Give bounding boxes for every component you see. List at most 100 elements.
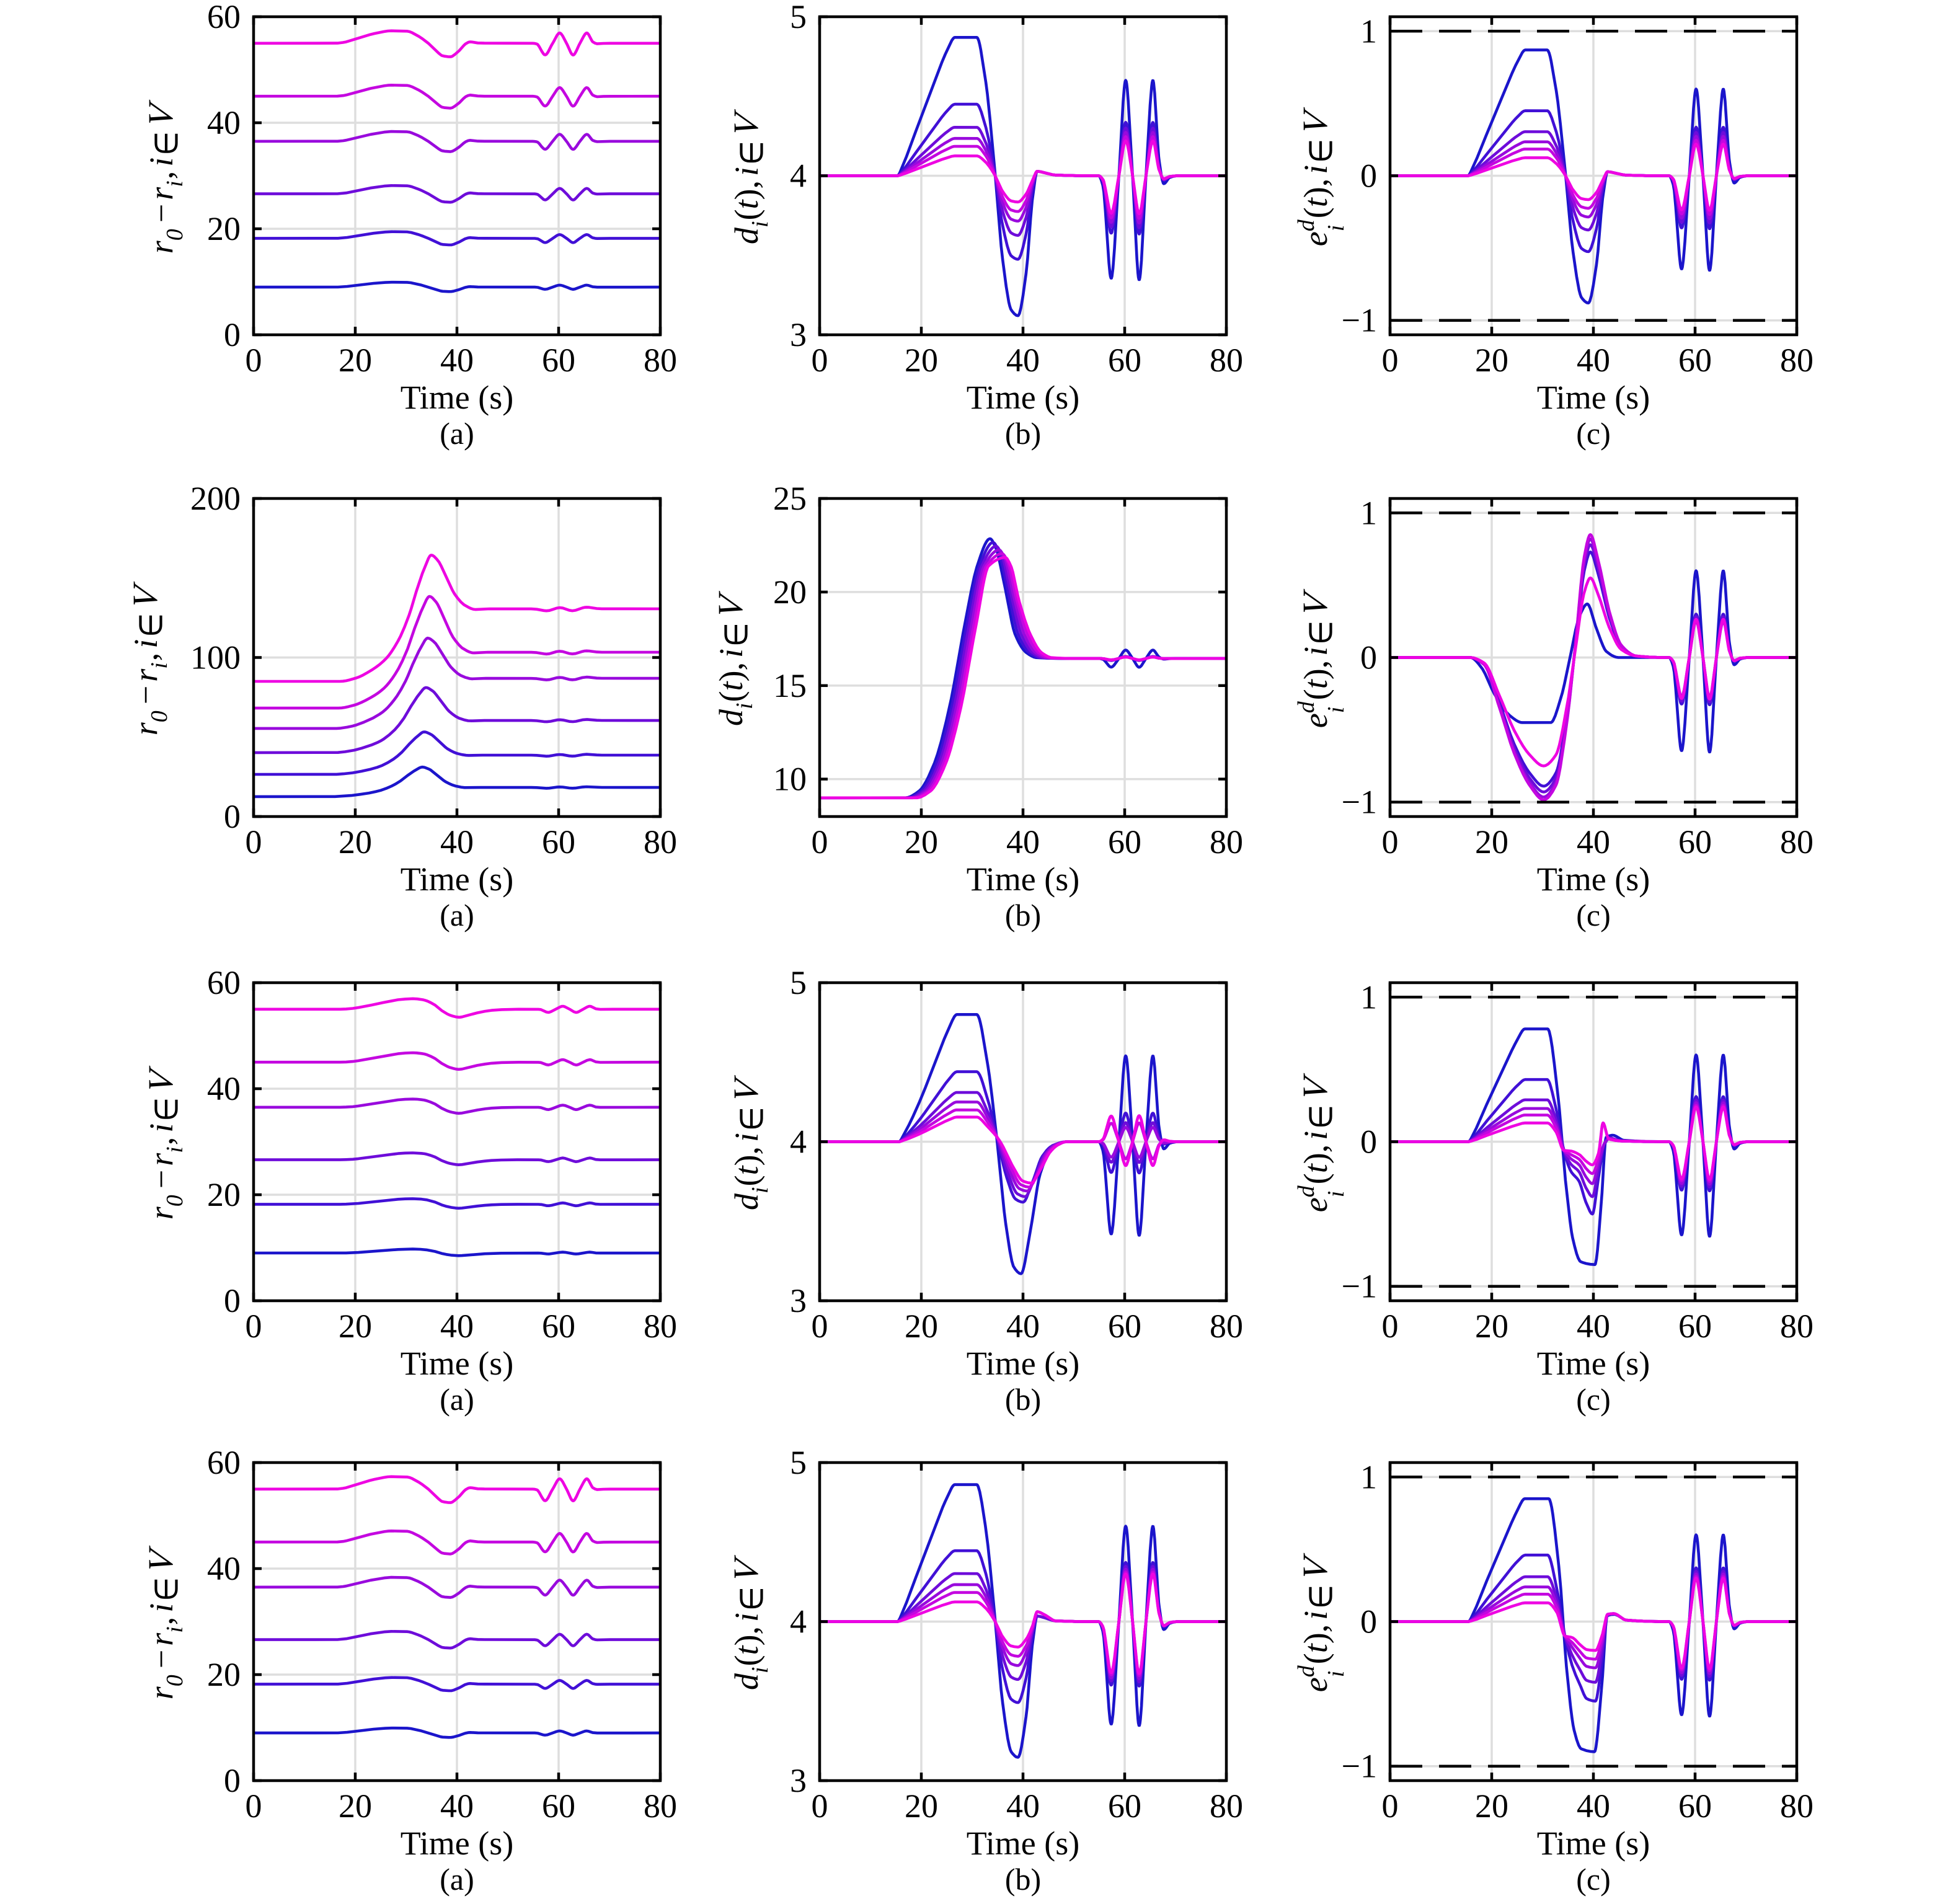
svg-text:r: r [143,1632,180,1646]
svg-text:60: 60 [542,1787,575,1825]
svg-text:3: 3 [790,1282,807,1319]
svg-text:20: 20 [1475,1308,1508,1345]
svg-text:40: 40 [1577,1308,1610,1345]
svg-text:Time (s): Time (s) [401,1345,514,1382]
svg-text:,: , [143,171,180,180]
svg-text:e: e [1297,713,1334,728]
svg-text:20: 20 [207,1176,241,1213]
svg-text:60: 60 [1678,1308,1712,1345]
svg-text:0: 0 [224,798,241,835]
svg-text:20: 20 [905,1308,938,1345]
svg-text:20: 20 [207,1656,241,1693]
svg-text:i: i [747,221,773,228]
svg-text:20: 20 [905,1787,938,1825]
svg-text:): ) [1297,187,1334,198]
svg-text:d: d [1293,701,1319,713]
svg-text:60: 60 [207,1444,241,1481]
svg-text:d: d [1293,1185,1319,1197]
svg-text:i: i [127,639,164,649]
svg-text:1: 1 [1360,494,1377,531]
svg-text:Time (s): Time (s) [1537,379,1650,416]
svg-text:(a): (a) [440,416,474,451]
svg-text:Time (s): Time (s) [967,1345,1080,1382]
svg-text:(: ( [728,209,765,220]
svg-text:80: 80 [1210,1308,1243,1345]
svg-text:i: i [162,1146,188,1153]
svg-text:i: i [143,1603,180,1613]
svg-text:0: 0 [246,823,262,861]
svg-text:): ) [1297,1153,1334,1164]
svg-text:i: i [1323,225,1349,232]
svg-text:40: 40 [1006,1787,1040,1825]
svg-text:4: 4 [790,1603,807,1641]
svg-text:(b): (b) [1005,416,1041,451]
svg-text:(: ( [1297,689,1334,700]
svg-text:40: 40 [1006,823,1040,861]
svg-text:80: 80 [644,1787,677,1825]
svg-text:d: d [728,1193,765,1210]
svg-text:20: 20 [1475,1787,1508,1825]
svg-text:i: i [1323,1191,1349,1198]
svg-text:0: 0 [146,711,172,722]
svg-text:t: t [712,681,750,691]
svg-text:r: r [127,668,164,682]
svg-text:Time (s): Time (s) [967,379,1080,416]
svg-text:): ) [1297,668,1334,680]
svg-text:,: , [728,1146,765,1155]
svg-text:,: , [143,1137,180,1146]
svg-text:1: 1 [1360,978,1377,1016]
svg-text:4: 4 [790,1123,807,1161]
svg-text:0: 0 [812,342,828,379]
svg-text:20: 20 [905,823,938,861]
svg-text:80: 80 [1210,1787,1243,1825]
svg-text:i: i [1297,165,1334,174]
svg-text:(b): (b) [1005,1862,1041,1897]
svg-text:0: 0 [1360,157,1377,195]
svg-text:i: i [1297,1131,1334,1140]
svg-text:10: 10 [773,761,807,798]
svg-text:60: 60 [1108,342,1141,379]
svg-text:80: 80 [644,342,677,379]
svg-text:d: d [1293,219,1319,231]
svg-text:t: t [728,1645,765,1655]
svg-text:t: t [1297,1162,1334,1173]
svg-text:60: 60 [542,1308,575,1345]
svg-text:e: e [1297,1677,1334,1692]
svg-text:1: 1 [1360,1458,1377,1495]
svg-text:60: 60 [207,964,241,1001]
svg-text:i: i [747,1667,773,1673]
svg-text:60: 60 [1108,823,1141,861]
svg-text:−: − [143,1170,180,1189]
svg-text:60: 60 [542,342,575,379]
svg-text:(b): (b) [1005,1382,1041,1417]
svg-text:60: 60 [1678,342,1712,379]
svg-text:d: d [728,227,765,244]
svg-text:Time (s): Time (s) [1537,1825,1650,1862]
svg-text:80: 80 [1210,823,1243,861]
svg-text:200: 200 [190,480,241,517]
svg-text:i: i [162,180,188,187]
svg-text:r: r [143,240,180,254]
svg-text:40: 40 [1006,342,1040,379]
svg-text:(: ( [1297,1653,1334,1664]
svg-text:r: r [143,1206,180,1220]
svg-text:60: 60 [1678,823,1712,861]
svg-text:−: − [127,686,164,704]
svg-text:20: 20 [1475,342,1508,379]
svg-text:Time (s): Time (s) [967,1825,1080,1862]
svg-text:(: ( [712,691,750,702]
svg-text:i: i [1297,647,1334,656]
svg-text:t: t [728,1165,765,1176]
svg-text:Time (s): Time (s) [401,379,514,416]
svg-text:(a): (a) [440,1862,474,1897]
svg-text:60: 60 [1678,1787,1712,1825]
svg-text:0: 0 [1360,1123,1377,1161]
svg-text:40: 40 [440,823,474,861]
svg-text:0: 0 [224,1762,241,1799]
svg-text:r: r [127,722,164,735]
svg-text:r: r [143,187,180,200]
svg-text:0: 0 [162,1195,188,1207]
svg-text:100: 100 [190,639,241,676]
svg-text:t: t [1297,197,1334,207]
svg-text:(: ( [1297,207,1334,218]
